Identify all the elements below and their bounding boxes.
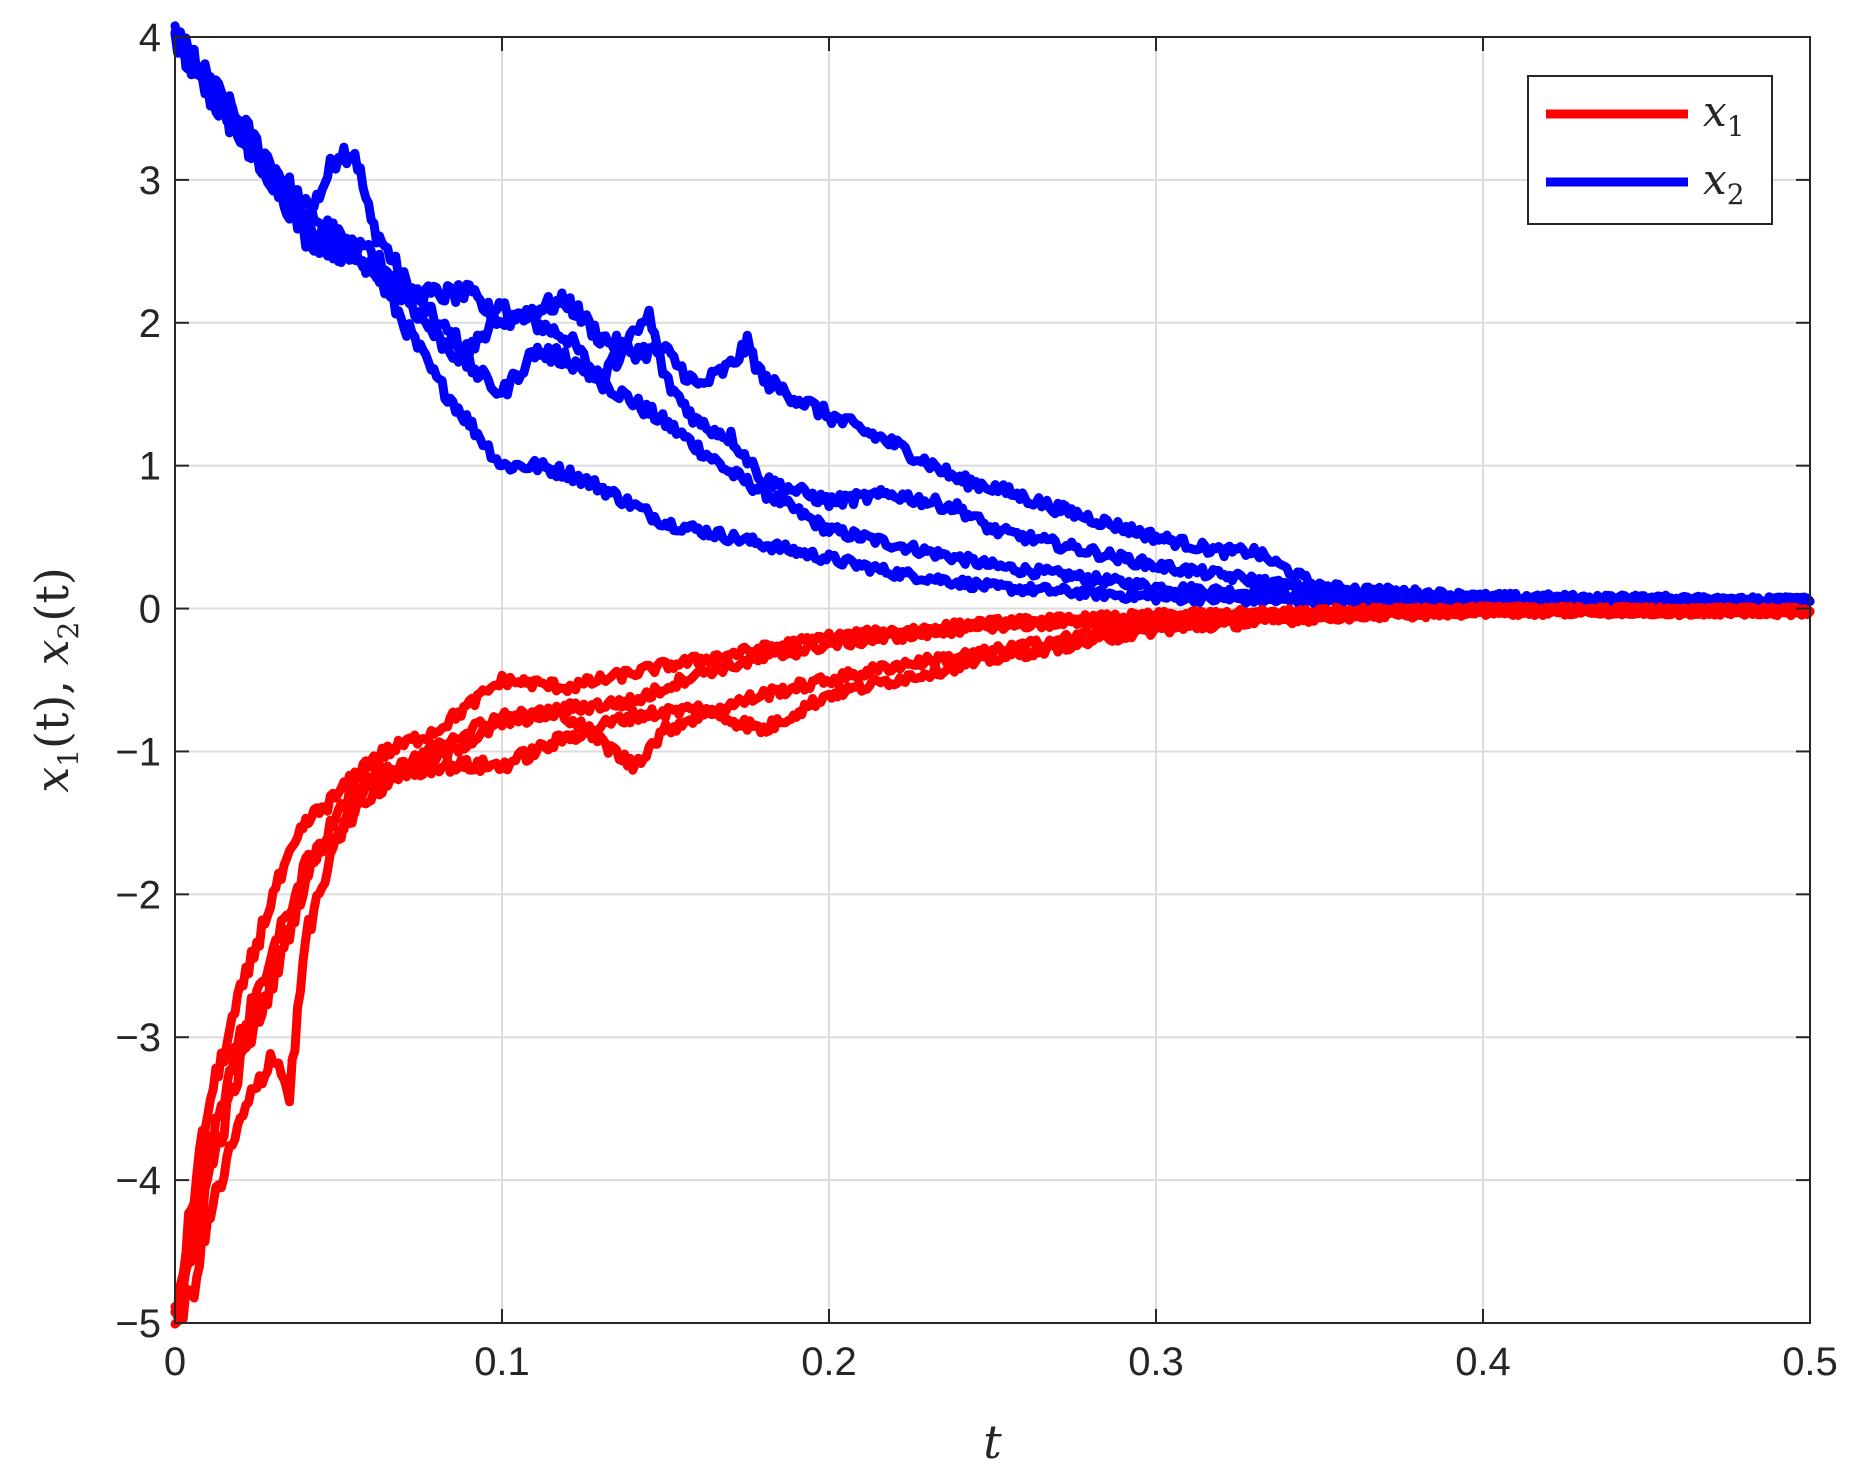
- x-tick-label: 0.3: [1128, 1340, 1184, 1384]
- legend: x1 x2: [1527, 75, 1773, 225]
- y-label-x2-sub: 2: [52, 622, 85, 640]
- y-tick-label: −5: [115, 1302, 161, 1346]
- y-label-x2-rest: (t): [25, 567, 79, 621]
- series-layer: [170, 21, 1815, 1329]
- y-tick-label: −2: [115, 873, 161, 917]
- grid: [174, 36, 1811, 1324]
- x-tick-label: 0.4: [1455, 1340, 1511, 1384]
- series-line-x1: [170, 601, 1815, 1317]
- y-tick-label: 3: [139, 159, 161, 203]
- y-tick-label: −4: [115, 1159, 161, 1203]
- x-tick-label: 0.2: [801, 1340, 857, 1384]
- y-axis-label: x1(t), x2(t): [25, 567, 85, 793]
- axis-ticks: 0 0.1 0.2 0.3 0.4 0.5 −5 −4 −3 −2 −1 0 1 2 3 4: [115, 16, 1837, 1384]
- x-tick-label: 0.1: [474, 1340, 530, 1384]
- y-label-x1-rest: (t),: [25, 665, 79, 749]
- plot-area: [175, 37, 1810, 1323]
- y-label-x1-sub: 1: [52, 749, 85, 767]
- series-line-x2: [170, 28, 1815, 610]
- plot-frame: [174, 36, 1811, 1324]
- y-tick-label: 0: [139, 588, 161, 632]
- y-label-x2-var: x: [25, 639, 79, 665]
- y-label-x1-var: x: [25, 767, 79, 793]
- y-tick-label: 2: [139, 302, 161, 346]
- legend-label-x2: x2: [1703, 155, 1745, 211]
- legend-box: [1527, 75, 1773, 225]
- y-tick-label: 1: [139, 445, 161, 489]
- x-tick-label: 0.5: [1782, 1340, 1838, 1384]
- legend-label-x1: x1: [1703, 87, 1745, 143]
- y-tick-label: 4: [139, 16, 161, 60]
- y-tick-label: −1: [115, 730, 161, 774]
- y-tick-label: −3: [115, 1016, 161, 1060]
- x-axis-label: t: [983, 1415, 1002, 1469]
- x-tick-label: 0: [164, 1340, 186, 1384]
